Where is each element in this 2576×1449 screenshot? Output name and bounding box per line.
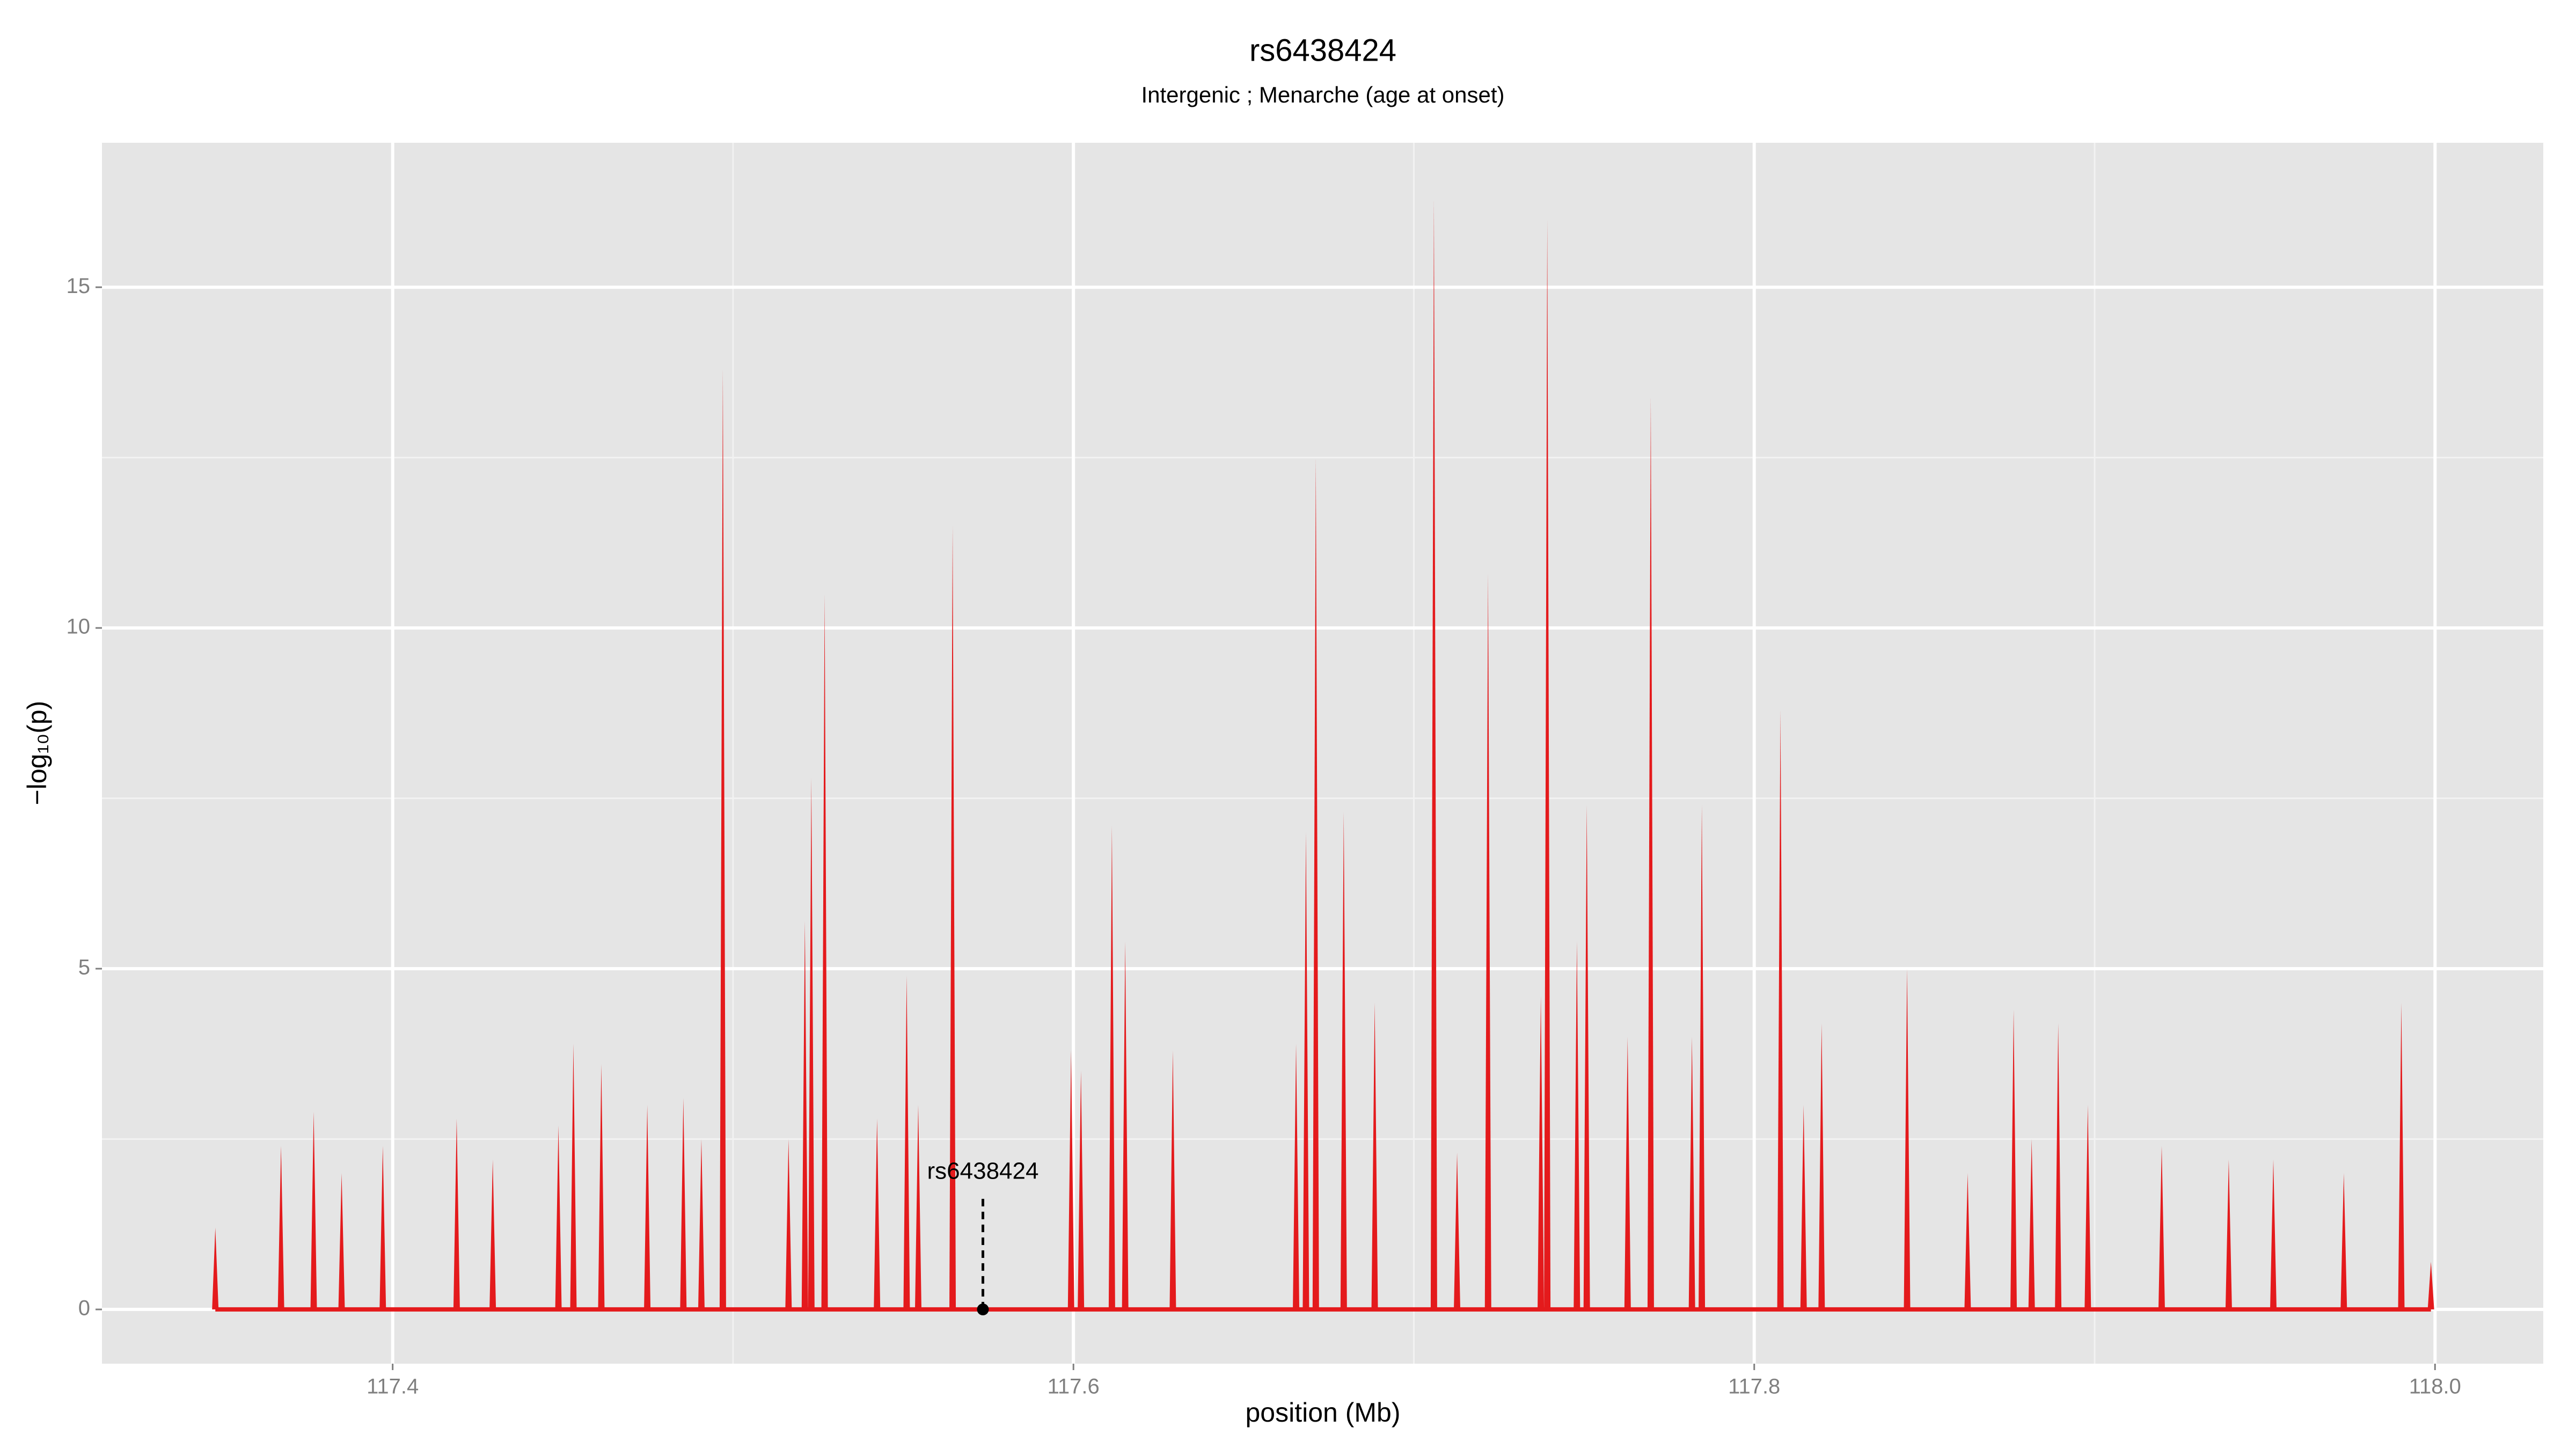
spike bbox=[1108, 825, 1115, 1309]
x-tick-label: 117.6 bbox=[1048, 1375, 1100, 1399]
chart-title: rs6438424 bbox=[1249, 33, 1396, 68]
spike bbox=[2427, 1262, 2434, 1309]
spike bbox=[1454, 1152, 1461, 1309]
spike bbox=[1818, 1023, 1825, 1309]
spike bbox=[555, 1125, 562, 1309]
spike bbox=[2398, 1002, 2405, 1309]
spike bbox=[821, 594, 828, 1309]
spike bbox=[785, 1139, 792, 1309]
spike bbox=[1122, 941, 1129, 1309]
spike bbox=[801, 921, 808, 1309]
spike bbox=[1340, 811, 1347, 1309]
spike bbox=[1067, 1050, 1074, 1309]
spike bbox=[1904, 969, 1911, 1309]
y-tick-label: 5 bbox=[78, 956, 90, 979]
annotation-point bbox=[977, 1303, 989, 1315]
spike bbox=[489, 1159, 496, 1309]
x-tick-label: 117.4 bbox=[367, 1375, 419, 1399]
spike bbox=[1293, 1043, 1300, 1309]
spike bbox=[719, 369, 726, 1309]
spike bbox=[2340, 1173, 2347, 1309]
spike bbox=[2084, 1104, 2091, 1309]
annotation-label: rs6438424 bbox=[927, 1158, 1039, 1184]
x-tick-label: 118.0 bbox=[2409, 1375, 2461, 1399]
x-axis-title: position (Mb) bbox=[1246, 1397, 1401, 1428]
spike bbox=[1964, 1173, 1971, 1309]
spike bbox=[1544, 219, 1551, 1309]
spike bbox=[1688, 1036, 1695, 1309]
plot-panel bbox=[102, 143, 2543, 1364]
chart-subtitle: Intergenic ; Menarche (age at onset) bbox=[1141, 82, 1504, 107]
spike bbox=[949, 525, 956, 1309]
spike bbox=[698, 1139, 705, 1309]
spike bbox=[1484, 573, 1491, 1309]
spike bbox=[1312, 457, 1319, 1309]
spike bbox=[338, 1173, 345, 1309]
spike bbox=[903, 975, 910, 1309]
spike bbox=[212, 1227, 219, 1309]
spike bbox=[379, 1146, 386, 1309]
spike bbox=[1078, 1071, 1085, 1309]
spike bbox=[1169, 1050, 1176, 1309]
spike bbox=[1647, 396, 1654, 1309]
spike bbox=[1538, 996, 1545, 1309]
y-tick-label: 15 bbox=[67, 274, 91, 298]
spike bbox=[2010, 1009, 2017, 1309]
spike bbox=[598, 1064, 605, 1309]
spike bbox=[2055, 1023, 2062, 1309]
spike bbox=[874, 1118, 881, 1309]
spike bbox=[808, 778, 815, 1309]
spike bbox=[1574, 941, 1580, 1309]
spike bbox=[1800, 1104, 1807, 1309]
spike bbox=[570, 1043, 577, 1309]
y-tick-label: 0 bbox=[78, 1296, 90, 1320]
spike bbox=[310, 1111, 317, 1309]
spike bbox=[1624, 1036, 1631, 1309]
spike bbox=[1371, 1002, 1378, 1309]
spike bbox=[1777, 709, 1784, 1309]
spike bbox=[2270, 1159, 2277, 1309]
spike bbox=[2158, 1146, 2165, 1309]
spike bbox=[277, 1146, 284, 1309]
spike bbox=[453, 1118, 460, 1309]
spike bbox=[1430, 199, 1437, 1309]
spike bbox=[1302, 832, 1309, 1309]
spike bbox=[644, 1104, 651, 1309]
spike bbox=[680, 1098, 687, 1309]
x-tick-label: 117.8 bbox=[1728, 1375, 1780, 1399]
spike bbox=[914, 1104, 921, 1309]
spike bbox=[2225, 1159, 2232, 1309]
spike bbox=[2028, 1139, 2035, 1309]
spike bbox=[1583, 805, 1590, 1309]
y-axis-title: −log₁₀(p) bbox=[22, 701, 52, 806]
y-tick-label: 10 bbox=[67, 615, 91, 639]
spike bbox=[1699, 805, 1706, 1309]
